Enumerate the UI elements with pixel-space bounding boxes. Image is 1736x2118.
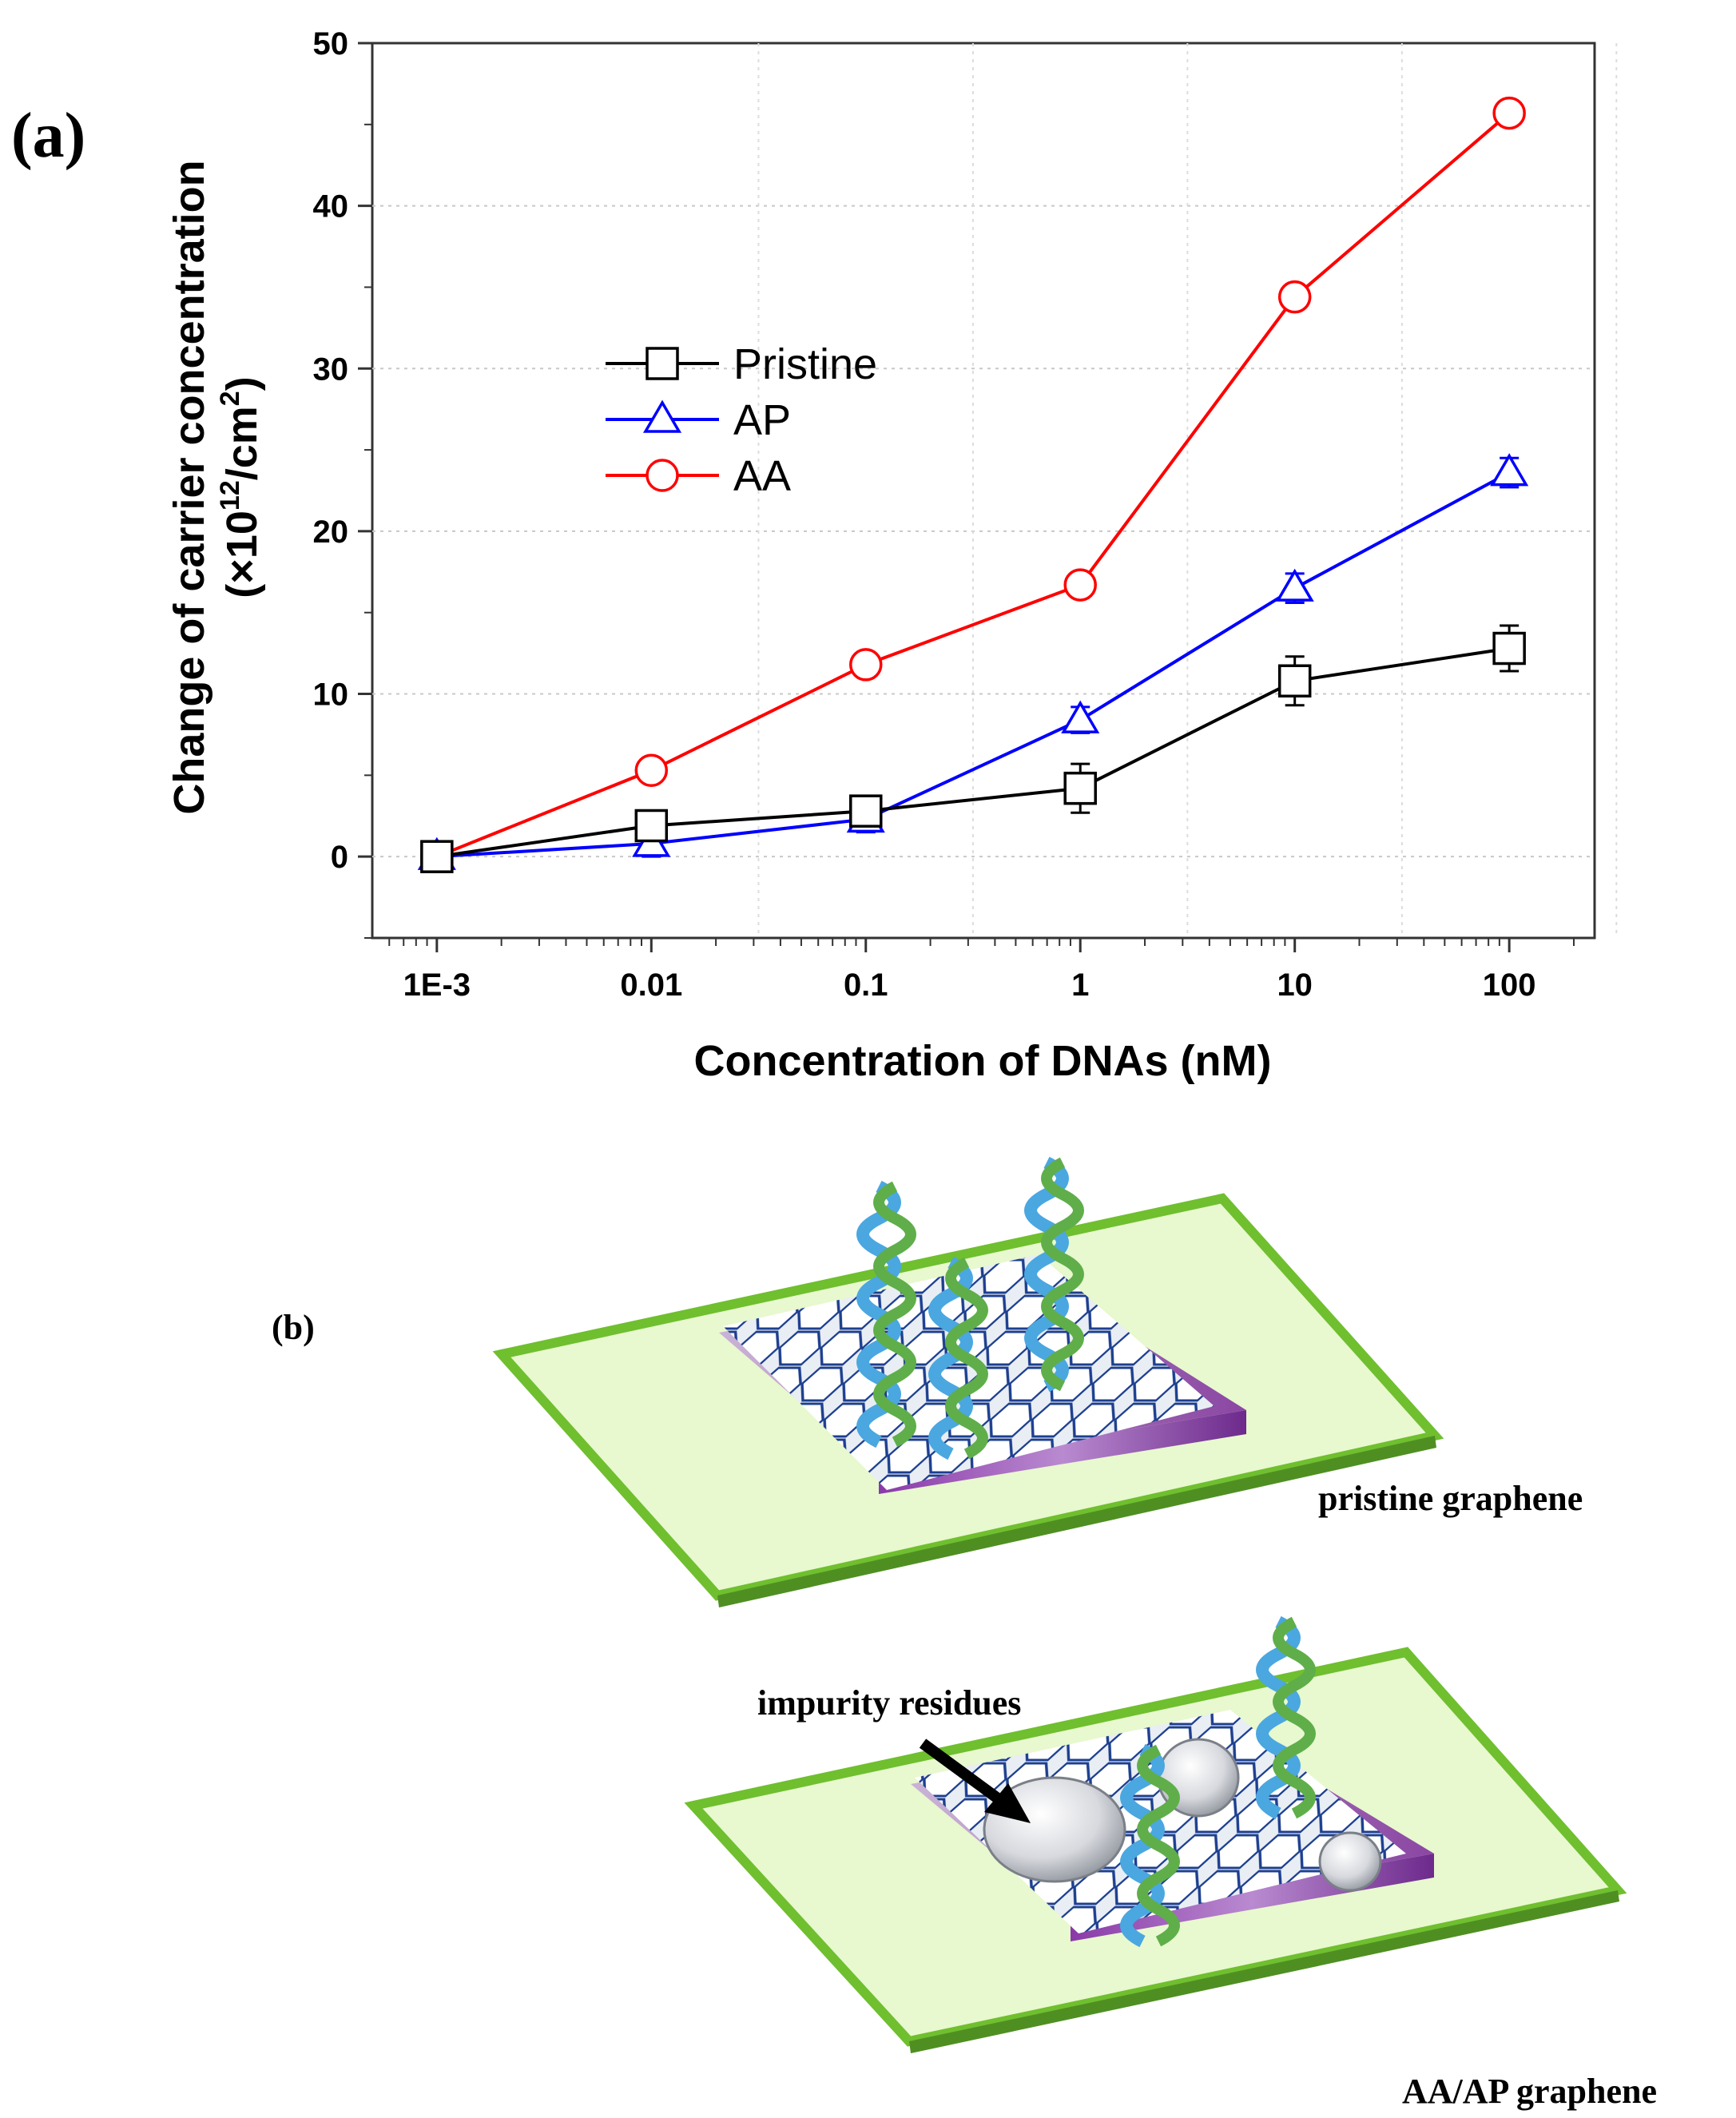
x-axis-ticks: 1E-3 0.01 0.1 1 10 100 bbox=[388, 938, 1575, 1003]
arrow-icon bbox=[919, 1739, 1031, 1823]
y-tick-label: 50 bbox=[313, 26, 349, 62]
data-point bbox=[1277, 664, 1312, 698]
gridlines bbox=[372, 43, 1618, 938]
legend-marker bbox=[646, 347, 679, 380]
y-axis-title-line2: (×1012/cm2) bbox=[215, 376, 266, 598]
substrate-edge-bottom bbox=[909, 1890, 1619, 2053]
data-point bbox=[1490, 453, 1529, 487]
aa-ap-graphene-label: AA/AP graphene bbox=[1402, 2072, 1657, 2111]
data-point bbox=[1063, 771, 1097, 805]
legend-label: AP bbox=[733, 396, 791, 444]
y-axis-title: Change of carrier concentration (×1012/c… bbox=[165, 160, 266, 814]
dna-helix-icon bbox=[1024, 1156, 1084, 1393]
legend-label: AA bbox=[733, 452, 791, 500]
legend-marker bbox=[646, 459, 679, 492]
data-point bbox=[1492, 96, 1526, 130]
y-tick-label: 20 bbox=[313, 515, 349, 550]
y-tick-label: 40 bbox=[313, 189, 349, 225]
data-point bbox=[849, 648, 883, 681]
data-point bbox=[420, 840, 454, 873]
panel-b-label: (b) bbox=[272, 1308, 315, 1347]
x-axis-title: Concentration of DNAs (nM) bbox=[694, 1037, 1272, 1085]
x-tick-label: 0.01 bbox=[620, 968, 682, 1003]
x-tick-label: 1 bbox=[1071, 968, 1089, 1003]
y-tick-label: 10 bbox=[313, 678, 349, 713]
series-line bbox=[436, 646, 1510, 859]
substrate-edge-top bbox=[717, 1436, 1436, 1607]
data-point bbox=[1275, 568, 1314, 602]
legend: Pristine AP AA bbox=[606, 340, 877, 500]
data-series bbox=[417, 96, 1529, 873]
dna-helix-icon bbox=[1256, 1615, 1316, 1820]
series-aa bbox=[420, 96, 1526, 873]
data-point bbox=[1492, 631, 1526, 666]
y-tick-label: 30 bbox=[313, 352, 349, 387]
y-tick-label: 0 bbox=[331, 840, 348, 875]
y-axis-ticks: 0 10 20 30 40 50 bbox=[313, 26, 372, 939]
data-point bbox=[849, 794, 883, 828]
pristine-graphene-label: pristine graphene bbox=[1318, 1479, 1583, 1518]
panel-a-label: (a) bbox=[11, 101, 85, 171]
impurity-droplet bbox=[1318, 1831, 1382, 1892]
y-axis-title-line1: Change of carrier concentration bbox=[165, 160, 213, 814]
x-tick-label: 1E-3 bbox=[403, 968, 471, 1003]
series-pristine bbox=[420, 624, 1526, 873]
graphene-diagram: (b) pristine graphene bbox=[272, 1156, 1657, 2111]
dna-helix-icon bbox=[1120, 1743, 1180, 1948]
x-tick-label: 100 bbox=[1483, 968, 1536, 1003]
graphene-lattice-pristine bbox=[723, 1254, 1214, 1490]
data-point bbox=[1061, 700, 1100, 733]
aa-ap-device-illustration: impurity residues AA/AP graphene bbox=[684, 1615, 1657, 2111]
series-line bbox=[436, 471, 1511, 859]
pristine-device-illustration: pristine graphene bbox=[492, 1156, 1583, 1607]
impurity-residues-label: impurity residues bbox=[757, 1683, 1021, 1723]
electrode-top bbox=[879, 1410, 1246, 1494]
data-point bbox=[1063, 568, 1097, 602]
carrier-concentration-chart: 0 10 20 30 40 50 1E-3 0.01 0.1 1 10 100 Pristine AP… bbox=[165, 26, 1618, 1085]
legend-marker bbox=[642, 399, 682, 433]
x-tick-label: 0.1 bbox=[844, 968, 888, 1003]
data-point bbox=[1277, 280, 1312, 314]
series-line bbox=[436, 112, 1511, 859]
data-point bbox=[634, 753, 669, 788]
dna-helix-icon bbox=[928, 1256, 988, 1460]
dna-helix-icon bbox=[856, 1180, 916, 1448]
x-tick-label: 10 bbox=[1277, 968, 1313, 1003]
data-point bbox=[634, 809, 669, 843]
legend-label: Pristine bbox=[733, 340, 877, 388]
plot-frame bbox=[371, 42, 1596, 940]
